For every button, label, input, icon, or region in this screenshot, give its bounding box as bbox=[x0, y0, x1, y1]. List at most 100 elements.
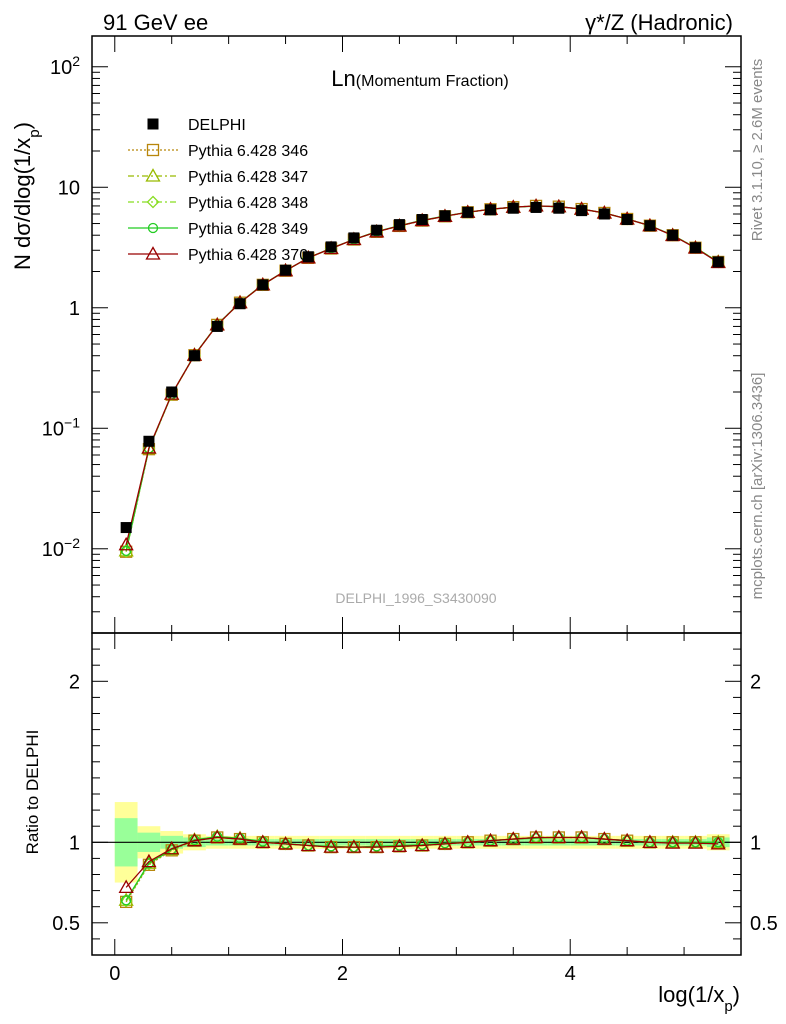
y-tick-label: 10 bbox=[58, 177, 80, 199]
ratio-tick-label-right: 2 bbox=[750, 671, 761, 693]
y-axis-label: N dσ/dlog(1/xp) bbox=[10, 122, 43, 270]
ratio-series-point bbox=[642, 834, 658, 848]
data-point bbox=[644, 220, 656, 232]
plot-title-sub: (Momentum Fraction) bbox=[356, 73, 509, 90]
x-tick-label: 2 bbox=[337, 963, 348, 985]
ratio-series-point bbox=[121, 895, 132, 906]
legend-label: DELPHI bbox=[188, 117, 246, 134]
legend-marker bbox=[146, 143, 160, 157]
y-tick-label: 10−1 bbox=[42, 414, 80, 440]
x-axis-label: log(1/xp) bbox=[658, 982, 740, 1015]
analysis-watermark: DELPHI_1996_S3430090 bbox=[335, 590, 496, 606]
ratio-series-point bbox=[710, 836, 726, 850]
ratio-tick-label-right: 1 bbox=[750, 832, 761, 854]
ratio-series-point bbox=[369, 839, 385, 853]
data-point bbox=[462, 206, 474, 218]
y-tick-label: 1 bbox=[69, 298, 80, 320]
ratio-tick-label-left: 2 bbox=[69, 671, 80, 693]
ratio-series-point bbox=[118, 879, 134, 894]
ratio-series-point bbox=[687, 835, 704, 849]
series-point bbox=[118, 536, 134, 551]
data-point bbox=[712, 256, 724, 268]
legend-marker bbox=[145, 246, 161, 260]
legend-marker bbox=[147, 118, 159, 130]
y-tick-label: 10−2 bbox=[42, 535, 80, 561]
y-tick-label: 102 bbox=[50, 53, 80, 79]
data-point bbox=[689, 242, 701, 254]
data-point bbox=[120, 522, 132, 534]
data-point bbox=[188, 350, 200, 362]
legend-marker bbox=[146, 195, 160, 209]
ratio-y-axis-label: Ratio to DELPHI bbox=[23, 730, 42, 855]
data-point bbox=[485, 204, 497, 216]
ratio-series-point bbox=[391, 838, 408, 852]
ratio-series-point bbox=[119, 894, 133, 908]
data-point bbox=[211, 320, 223, 332]
legend-label: Pythia 6.428 346 bbox=[188, 143, 308, 160]
data-point bbox=[280, 264, 292, 276]
ratio-series-point bbox=[437, 836, 453, 850]
data-point bbox=[507, 202, 519, 214]
ratio-series-point bbox=[460, 834, 476, 848]
ratio-panel: 0.5 0.5 1 1 2 2 0 2 4 bbox=[52, 632, 778, 985]
ratio-series-point bbox=[232, 831, 248, 845]
ratio-frame bbox=[91, 632, 742, 956]
ratio-series-point bbox=[551, 829, 567, 844]
data-point bbox=[348, 232, 360, 244]
data-point bbox=[166, 386, 178, 398]
ratio-series-point bbox=[528, 829, 544, 844]
series-point bbox=[121, 545, 132, 557]
ratio-series-point bbox=[346, 839, 362, 853]
mcplots-label: mcplots.cern.ch [arXiv:1306.3436] bbox=[749, 373, 766, 600]
data-point bbox=[371, 224, 383, 236]
data-point bbox=[325, 241, 337, 253]
legend-label: Pythia 6.428 370 bbox=[188, 247, 308, 264]
data-point bbox=[621, 214, 633, 226]
ratio-tick-label-left: 1 bbox=[69, 832, 80, 854]
ratio-series-point bbox=[141, 853, 157, 868]
ratio-series-point bbox=[665, 835, 681, 849]
ratio-series-point bbox=[300, 837, 316, 852]
legend-label: Pythia 6.428 348 bbox=[188, 195, 308, 212]
data-point bbox=[257, 279, 269, 291]
data-point bbox=[393, 219, 405, 231]
ratio-series-point bbox=[255, 834, 271, 848]
data-point bbox=[302, 251, 314, 263]
header-left: 91 GeV ee bbox=[103, 10, 208, 35]
plot-title-main: Ln bbox=[331, 66, 355, 91]
main-panel: 10−2 10−1 1 10 102 bbox=[42, 35, 742, 634]
ratio-series-point bbox=[277, 836, 294, 850]
legend: DELPHI Pythia 6.428 346 Pythia 6.428 347 Py… bbox=[128, 117, 308, 264]
plot-title: Ln(Momentum Fraction) bbox=[331, 66, 508, 91]
data-point bbox=[439, 210, 451, 222]
ratio-series-line bbox=[125, 836, 719, 888]
ratio-series-point bbox=[186, 832, 203, 847]
ratio-series-point bbox=[482, 832, 499, 847]
ratio-series-point bbox=[164, 840, 180, 855]
series-point bbox=[141, 440, 157, 454]
ratio-tick-label-left: 0.5 bbox=[52, 913, 80, 935]
ratio-tick-label-right: 0.5 bbox=[750, 913, 778, 935]
data-point bbox=[576, 205, 588, 217]
data-point bbox=[143, 435, 155, 447]
x-tick-label: 0 bbox=[109, 963, 120, 985]
ratio-series-point bbox=[505, 831, 521, 845]
ratio-series-point bbox=[573, 829, 590, 844]
rivet-label: Rivet 3.1.10, ≥ 2.6M events bbox=[749, 59, 766, 242]
data-point bbox=[598, 208, 610, 220]
data-point bbox=[530, 201, 542, 213]
data-point bbox=[667, 229, 679, 241]
legend-label: Pythia 6.428 349 bbox=[188, 221, 308, 238]
ratio-series-point bbox=[619, 832, 635, 847]
header-right: γ*/Z (Hadronic) bbox=[585, 10, 733, 35]
legend-label: Pythia 6.428 347 bbox=[188, 169, 308, 186]
ratio-series-point bbox=[414, 837, 430, 852]
legend-marker bbox=[145, 168, 161, 182]
legend-marker bbox=[147, 222, 159, 234]
x-tick-label: 4 bbox=[565, 963, 576, 985]
data-point bbox=[416, 214, 428, 226]
data-point bbox=[234, 298, 246, 310]
ratio-series-point bbox=[596, 831, 612, 845]
